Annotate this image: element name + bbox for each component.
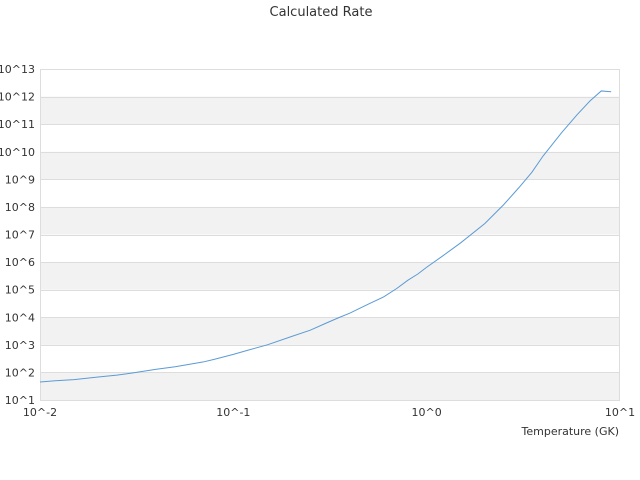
grid-band [40,96,620,125]
grid-band [40,206,620,235]
y-tick-label: 10^13 [0,63,35,76]
y-tick-label: 10^3 [5,339,35,352]
y-tick-label: 10^1 [5,394,35,407]
x-tick-label: 10^-2 [23,406,57,419]
y-tick-label: 10^8 [5,201,35,214]
y-tick-label: 10^4 [5,311,35,324]
chart-title: Calculated Rate [270,5,373,20]
grid-bands [40,96,620,400]
grid-band [40,262,620,290]
x-tick-label: 10^0 [412,406,442,419]
x-axis-ticks: 10^-2 10^-1 10^0 10^1 [23,406,635,419]
y-tick-label: 10^9 [5,173,35,186]
y-tick-label: 10^11 [0,118,35,131]
y-tick-label: 10^6 [5,256,35,269]
y-tick-label: 10^2 [5,366,35,379]
x-axis-label: Temperature (GK) [521,425,620,438]
y-tick-label: 10^5 [5,284,35,297]
grid-band [40,151,620,180]
x-tick-label: 10^-1 [216,406,250,419]
y-tick-label: 10^10 [0,146,35,159]
grid-lines [40,69,620,401]
x-tick-label: 10^1 [605,406,635,419]
grid-band [40,372,620,400]
y-tick-label: 10^12 [0,91,35,104]
y-axis-ticks: 10^1 10^2 10^3 10^4 10^5 10^6 10^7 10^8 10^9 10^1… [0,63,35,407]
series-line [39,90,612,383]
y-tick-label: 10^7 [5,229,35,242]
